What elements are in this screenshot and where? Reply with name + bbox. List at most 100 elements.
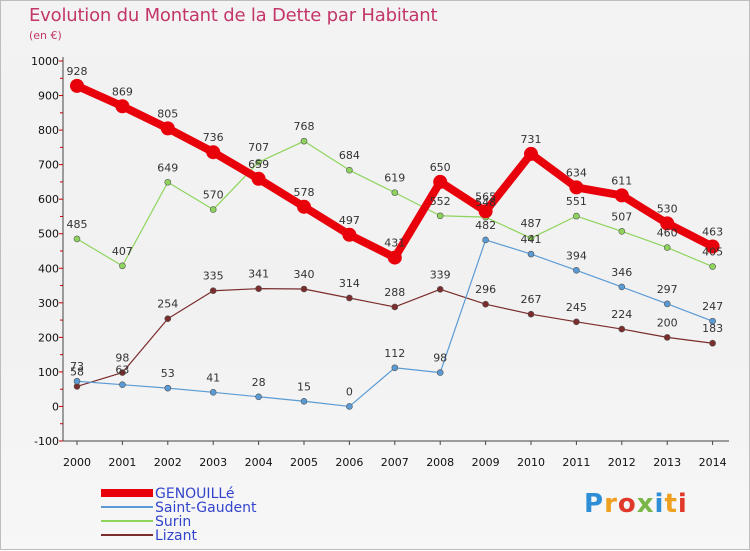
data-label: 487 [521,217,542,230]
data-label: 460 [657,227,678,240]
data-point [478,204,493,219]
data-label: 200 [657,316,678,329]
legend-label: Saint-Gaudent [155,500,257,516]
x-tick-label: 2011 [562,456,590,469]
x-tick-label: 2008 [426,456,454,469]
data-point [569,180,584,195]
data-label: 928 [67,65,88,78]
data-point [618,283,626,291]
data-point [524,146,538,161]
y-tick-label: 400 [38,262,59,275]
data-point [251,171,266,186]
data-label: 63 [115,364,129,377]
data-label: 463 [702,226,723,239]
data-label: 98 [115,352,129,365]
legend-label: Lizant [155,528,197,544]
data-point [573,267,580,274]
chart-title: Evolution du Montant de la Dette par Hab… [29,5,438,26]
data-point [436,369,444,376]
data-label: 339 [430,268,451,281]
data-label: 611 [611,174,632,187]
data-label: 565 [475,190,496,203]
data-point [164,315,172,323]
data-point [255,393,262,401]
data-label: 649 [157,161,178,174]
logo-letter: o [617,489,637,519]
data-point [209,206,217,213]
data-point [300,397,308,405]
data-label: 73 [70,360,84,373]
data-label: 112 [384,347,405,360]
data-label: 869 [112,85,133,98]
data-label: 314 [339,277,360,290]
x-tick-label: 2000 [63,456,91,469]
logo-letter: i [677,489,688,519]
x-tick-label: 2010 [517,456,545,469]
data-point [618,228,626,235]
data-label: 684 [339,149,360,162]
data-label: 431 [384,237,405,250]
data-point [433,174,448,189]
logo-letter: r [604,489,618,519]
data-point [255,285,262,292]
data-label: 394 [566,249,587,262]
data-point [663,244,671,251]
data-point [119,262,126,270]
y-tick-label: 900 [38,90,59,103]
chart-subtitle: (en €) [29,29,62,42]
x-tick-label: 2001 [108,456,136,469]
data-point [614,188,629,203]
data-label: 98 [433,352,447,365]
data-label: 41 [206,371,220,384]
data-point [705,239,720,254]
data-label: 619 [384,172,405,185]
legend-label: GENOUILLé [155,486,235,502]
data-label: 346 [611,266,632,279]
data-point [209,287,217,295]
data-label: 58 [70,365,84,378]
data-point [209,388,217,396]
data-point [660,216,675,231]
x-tick-label: 2009 [472,456,500,469]
data-label: 405 [702,246,723,259]
data-point [527,234,535,242]
data-label: 768 [294,120,315,133]
data-label: 805 [157,107,178,120]
x-tick-label: 2012 [608,456,636,469]
data-point [70,78,84,93]
data-point [391,303,399,311]
data-point [164,384,172,392]
data-label: 485 [67,218,88,231]
data-point [663,300,671,308]
data-label: 0 [346,385,353,398]
y-tick-label: 700 [38,159,59,172]
logo-letter: t [664,489,678,519]
data-label: 53 [161,367,175,380]
series-line [76,239,714,408]
data-label: 570 [203,189,224,202]
data-label: 341 [248,268,269,281]
y-tick-label: 1000 [31,55,59,68]
data-point [709,263,716,270]
y-tick-label: 100 [38,366,59,379]
data-label: 731 [521,133,542,146]
x-tick-label: 2005 [290,456,318,469]
data-label: 482 [475,219,496,232]
data-point [297,199,311,214]
data-point [160,121,175,136]
data-point [663,334,671,341]
data-label: 659 [248,158,269,171]
y-tick-label: 600 [38,193,59,206]
data-point [73,235,81,243]
data-label: 335 [203,270,224,283]
data-point [618,325,626,333]
data-point [436,212,444,220]
data-point [346,166,353,174]
data-point [391,364,399,372]
data-label: 548 [475,196,496,209]
x-tick-label: 2006 [335,456,363,469]
data-point [573,318,580,326]
data-point [255,158,262,166]
